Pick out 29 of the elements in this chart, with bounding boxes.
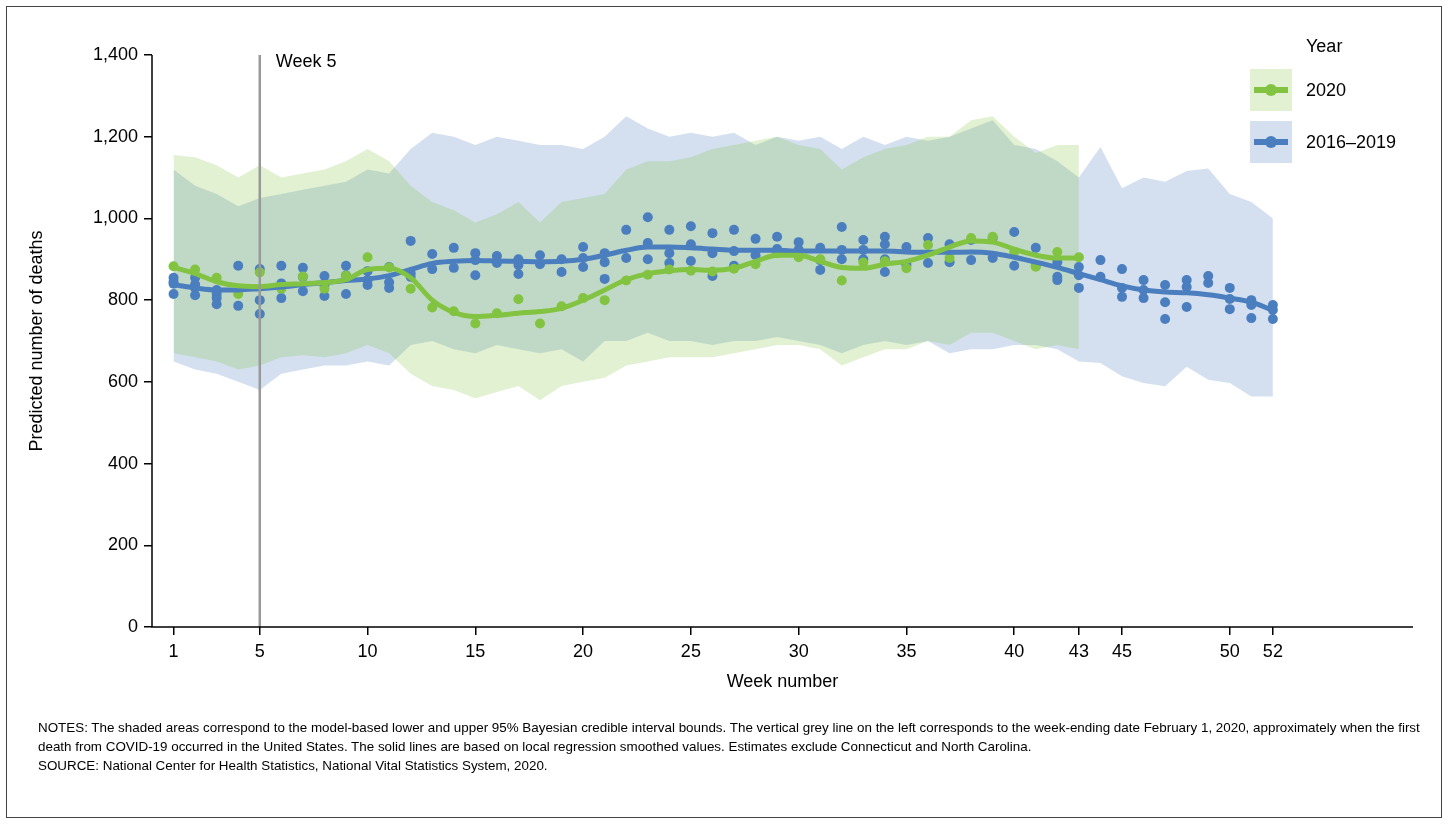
legend-title: Year <box>1306 36 1344 57</box>
x-tick-label: 35 <box>896 640 917 661</box>
x-tick-label: 43 <box>1068 640 1089 661</box>
x-axis-title: Week number <box>726 671 839 692</box>
source-note: SOURCE: National Center for Health Statistics, National Vital Statistics System, 2020. <box>38 757 549 775</box>
x-tick-label: 45 <box>1111 640 1133 661</box>
y-tick-label: 800 <box>107 289 138 310</box>
y-tick-label: 1,200 <box>92 125 138 146</box>
x-tick-label: 10 <box>357 640 378 661</box>
y-axis-title: Predicted number of deaths <box>25 230 46 452</box>
y-tick-label: 0 <box>127 615 138 636</box>
x-tick-label: 15 <box>465 640 486 661</box>
ref-line-label: Week 5 <box>275 50 337 71</box>
y-tick-label: 200 <box>107 534 138 555</box>
legend-label: 2020 <box>1306 79 1347 101</box>
x-tick-label: 1 <box>168 640 179 661</box>
x-tick-label: 25 <box>680 640 701 661</box>
x-tick-label: 5 <box>254 640 265 661</box>
y-tick-label: 600 <box>107 370 138 391</box>
y-tick-label: 1,400 <box>92 43 138 64</box>
y-tick-label: 400 <box>107 452 138 473</box>
x-tick-label: 20 <box>573 640 594 661</box>
y-tick-label: 1,000 <box>92 207 138 228</box>
x-tick-label: 50 <box>1219 640 1240 661</box>
x-tick-label: 40 <box>1004 640 1025 661</box>
text: NOTES: The shaded areas correspond to the model-based lower and upper 95% Bayesian credible interval bounds. The vertical grey line on the left corresponds to the week-ending date February 1, 2020, approximately when the first death from COVID-19 occurred in the United States. The solid lines are based on local regression smoothed values. Estimates exclude Connecticut and North Carolina. <box>38 719 1420 756</box>
x-tick-label: 52 <box>1262 640 1283 661</box>
legend-label: 2016–2019 <box>1306 131 1397 153</box>
x-tick-label: 30 <box>788 640 809 661</box>
